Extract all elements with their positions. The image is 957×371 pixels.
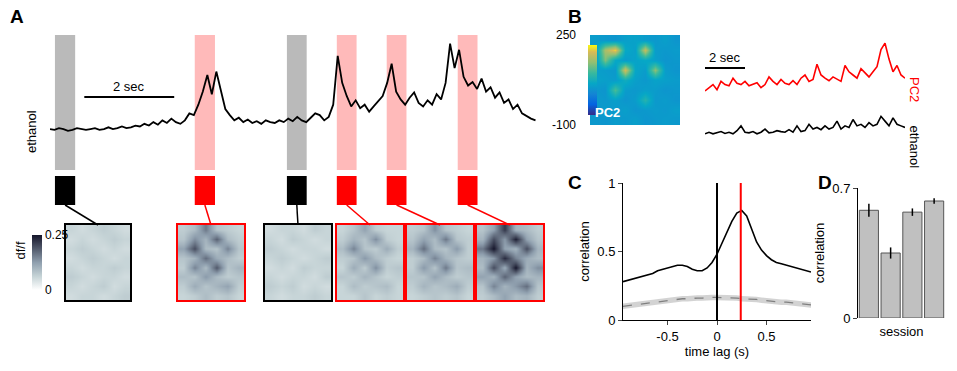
svg-text:2 sec: 2 sec [113, 79, 145, 94]
svg-text:-0.5: -0.5 [656, 329, 678, 344]
svg-text:correlation: correlation [577, 221, 592, 282]
svg-text:250: 250 [556, 28, 576, 42]
svg-text:0.5: 0.5 [597, 244, 615, 259]
svg-text:session: session [879, 324, 923, 339]
svg-text:df/f: df/f [13, 241, 28, 259]
svg-text:0: 0 [45, 283, 52, 297]
svg-text:D: D [818, 172, 832, 193]
svg-text:PC2: PC2 [595, 105, 620, 120]
svg-text:correlation: correlation [812, 223, 827, 284]
svg-text:0.25: 0.25 [45, 228, 69, 242]
svg-text:0.5: 0.5 [757, 329, 775, 344]
svg-text:2 sec: 2 sec [709, 50, 741, 65]
svg-text:1: 1 [608, 176, 615, 191]
svg-text:C: C [568, 172, 582, 193]
svg-text:B: B [568, 6, 582, 27]
svg-text:0: 0 [843, 311, 850, 326]
svg-text:0: 0 [608, 313, 615, 328]
svg-text:-100: -100 [552, 118, 576, 132]
svg-text:PC2: PC2 [907, 77, 922, 102]
svg-text:ethanol: ethanol [24, 110, 39, 153]
svg-text:0: 0 [713, 329, 720, 344]
svg-text:time lag (s): time lag (s) [685, 344, 749, 359]
svg-text:0.7: 0.7 [832, 181, 850, 196]
svg-text:ethanol: ethanol [907, 126, 922, 169]
svg-text:A: A [10, 6, 24, 27]
